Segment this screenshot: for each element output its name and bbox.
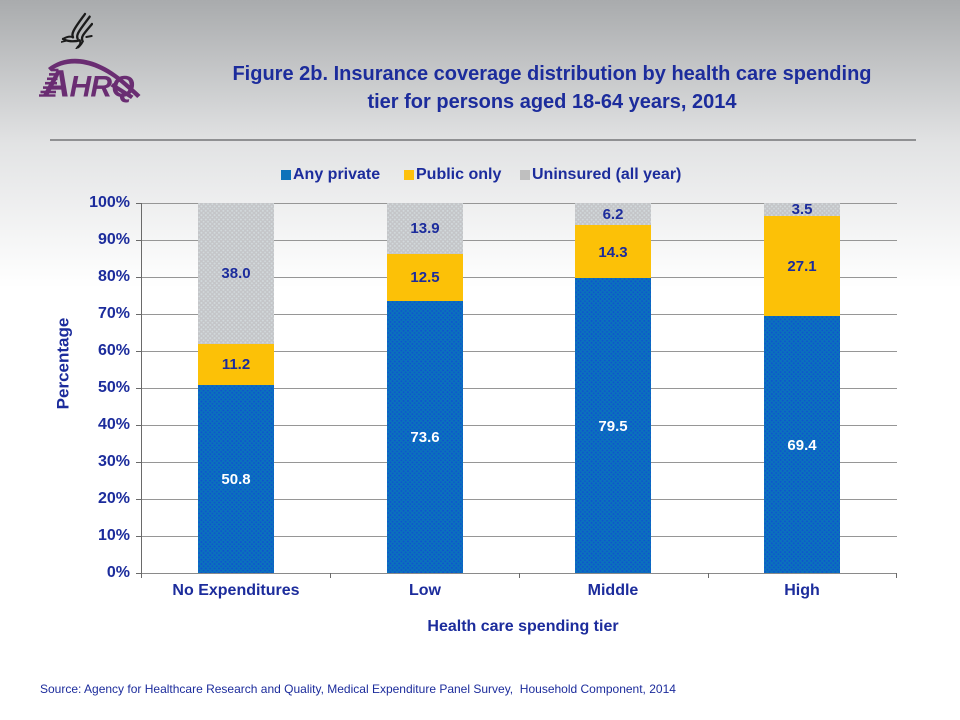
- svg-text:A: A: [42, 63, 70, 105]
- svg-text:HRQ: HRQ: [70, 70, 135, 103]
